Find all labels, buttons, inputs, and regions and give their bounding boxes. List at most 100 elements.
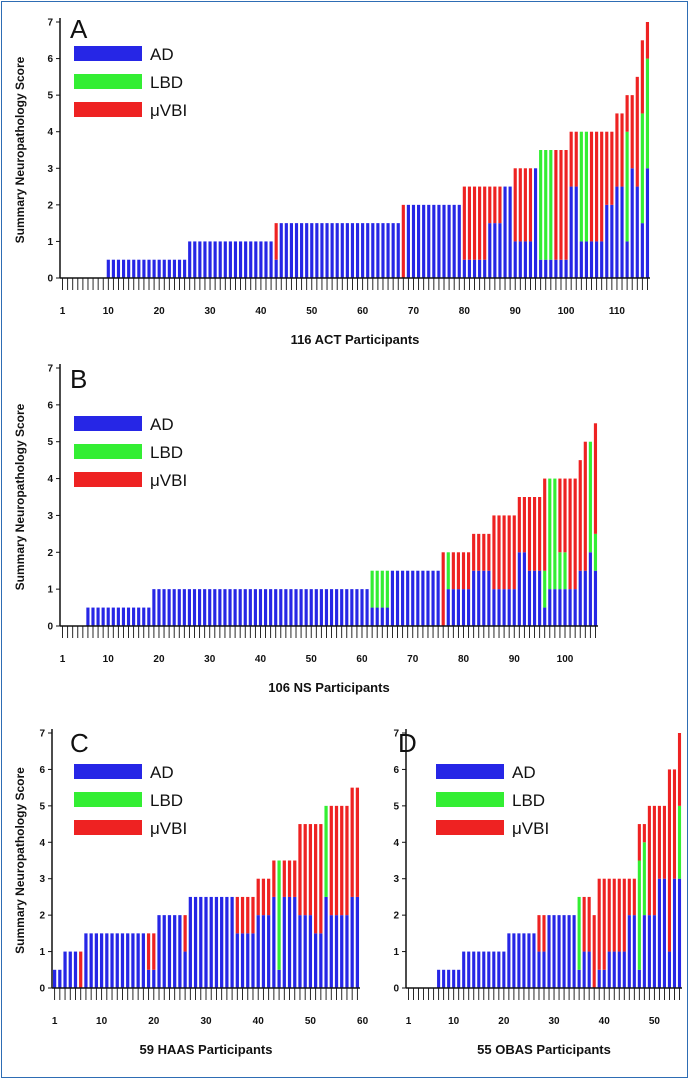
bar-ad-81 (467, 259, 472, 278)
y-tick-label: 2 (47, 548, 53, 559)
chart-c: 0 1 2 3 4 5 6 7 1 10 20 30 40 50 60 59 HAAS Participant… (13, 728, 369, 1057)
bar-ad-108 (605, 204, 609, 278)
bar-lbd-47 (637, 860, 641, 970)
bar-uvbi-46 (287, 860, 292, 897)
bar-uvbi-68 (401, 204, 405, 278)
bar-ad-14 (120, 933, 125, 988)
bar-ad-18 (141, 933, 145, 988)
bar-ad-98 (553, 589, 557, 626)
bar-ad-24 (522, 933, 526, 988)
bar-ad-29 (199, 896, 203, 988)
bar-uvbi-42 (612, 878, 616, 952)
bar-ad-49 (647, 915, 651, 988)
bar-uvbi-112 (625, 95, 629, 132)
bar-ad-30 (208, 241, 212, 278)
bar-ad-105 (588, 552, 592, 626)
bar-ad-17 (136, 933, 140, 988)
y-tick-label: 4 (39, 838, 45, 849)
bar-uvbi-115 (640, 40, 644, 114)
bar-ad-52 (319, 933, 323, 988)
y-axis-title: Summary Neuropathology Score (13, 767, 27, 954)
bar-ad-57 (345, 915, 349, 988)
x-tick-label: 60 (357, 306, 369, 317)
x-tick-label: 100 (557, 654, 574, 665)
bar-ad-47 (294, 589, 298, 626)
bar-ad-32 (214, 896, 219, 988)
bar-ad-84 (483, 259, 487, 278)
bar-ad-1 (52, 969, 57, 988)
bar-ad-46 (289, 589, 293, 626)
y-tick-label: 2 (393, 911, 399, 922)
bar-lbd-98 (553, 478, 557, 590)
bar-uvbi-39 (251, 896, 255, 934)
bar-ad-23 (172, 589, 176, 626)
bar-ad-48 (300, 223, 304, 278)
y-tick-label: 2 (47, 200, 53, 211)
bar-ad-11 (111, 259, 115, 278)
bar-ad-96 (544, 259, 548, 278)
bar-ad-56 (340, 915, 344, 988)
bar-uvbi-92 (522, 497, 526, 553)
bar-ad-54 (329, 589, 334, 626)
bar-uvbi-116 (645, 22, 650, 59)
bar-lbd-100 (563, 552, 567, 590)
bar-uvbi-81 (467, 552, 471, 590)
bar-ad-45 (284, 589, 288, 626)
chart-b: 0 1 2 3 4 5 6 7 1 10 20 30 40 50 60 70 80 90 100 106 NS Par… (13, 364, 598, 695)
x-tick-label: 50 (306, 654, 318, 665)
bar-uvbi-93 (528, 168, 533, 242)
y-tick-label: 0 (47, 274, 53, 285)
bar-ad-83 (477, 570, 481, 626)
bar-ad-41 (607, 951, 611, 988)
y-tick-label: 7 (39, 729, 45, 740)
bar-uvbi-50 (652, 805, 656, 916)
bar-ad-71 (416, 570, 420, 626)
bar-ad-15 (477, 951, 481, 988)
bar-uvbi-106 (593, 423, 598, 534)
bar-ad-59 (355, 223, 360, 278)
bar-ad-83 (478, 259, 482, 278)
x-tick-label: 1 (52, 1016, 58, 1027)
bar-uvbi-91 (517, 497, 521, 553)
bar-ad-47 (637, 969, 641, 988)
bar-ad-6 (86, 607, 90, 626)
bar-lbd-112 (625, 131, 629, 242)
bar-ad-46 (287, 896, 292, 988)
bar-ad-42 (269, 589, 273, 626)
legend-swatch-ad (74, 416, 142, 431)
bar-lbd-65 (385, 570, 389, 608)
bar-ad-70 (411, 570, 415, 626)
bar-ad-8 (89, 933, 93, 988)
chart-d: 0 1 2 3 4 5 6 7 1 10 20 30 40 50 55 OBAS Participants D… (393, 728, 682, 1057)
bar-ad-66 (390, 570, 395, 626)
bar-ad-44 (622, 951, 626, 988)
bar-uvbi-81 (467, 186, 472, 260)
bar-uvbi-79 (456, 552, 460, 590)
bar-ad-32 (218, 589, 222, 626)
x-tick-label: 10 (103, 654, 115, 665)
legend-label-uvbi: μVBI (150, 101, 187, 120)
bar-ad-91 (518, 241, 522, 278)
x-axis-title: 116 ACT Participants (291, 332, 420, 347)
bar-ad-19 (146, 969, 151, 988)
bar-uvbi-20 (152, 933, 156, 970)
bar-ad-110 (615, 186, 619, 278)
bar-uvbi-83 (477, 533, 481, 571)
x-tick-label: 10 (96, 1016, 108, 1027)
bar-uvbi-86 (492, 515, 496, 590)
bar-ad-99 (559, 259, 563, 278)
bar-ad-100 (563, 589, 567, 626)
bar-ad-39 (251, 933, 255, 988)
bar-uvbi-19 (146, 933, 151, 970)
bar-ad-100 (564, 259, 568, 278)
bar-ad-12 (462, 951, 466, 988)
bar-uvbi-47 (293, 860, 297, 897)
bar-uvbi-82 (472, 533, 476, 571)
bar-uvbi-28 (542, 915, 546, 952)
bar-uvbi-109 (610, 131, 614, 205)
bar-ad-21 (162, 589, 166, 626)
bar-ad-32 (218, 241, 222, 278)
bar-lbd-53 (324, 805, 328, 897)
legend-swatch-lbd (74, 792, 142, 807)
